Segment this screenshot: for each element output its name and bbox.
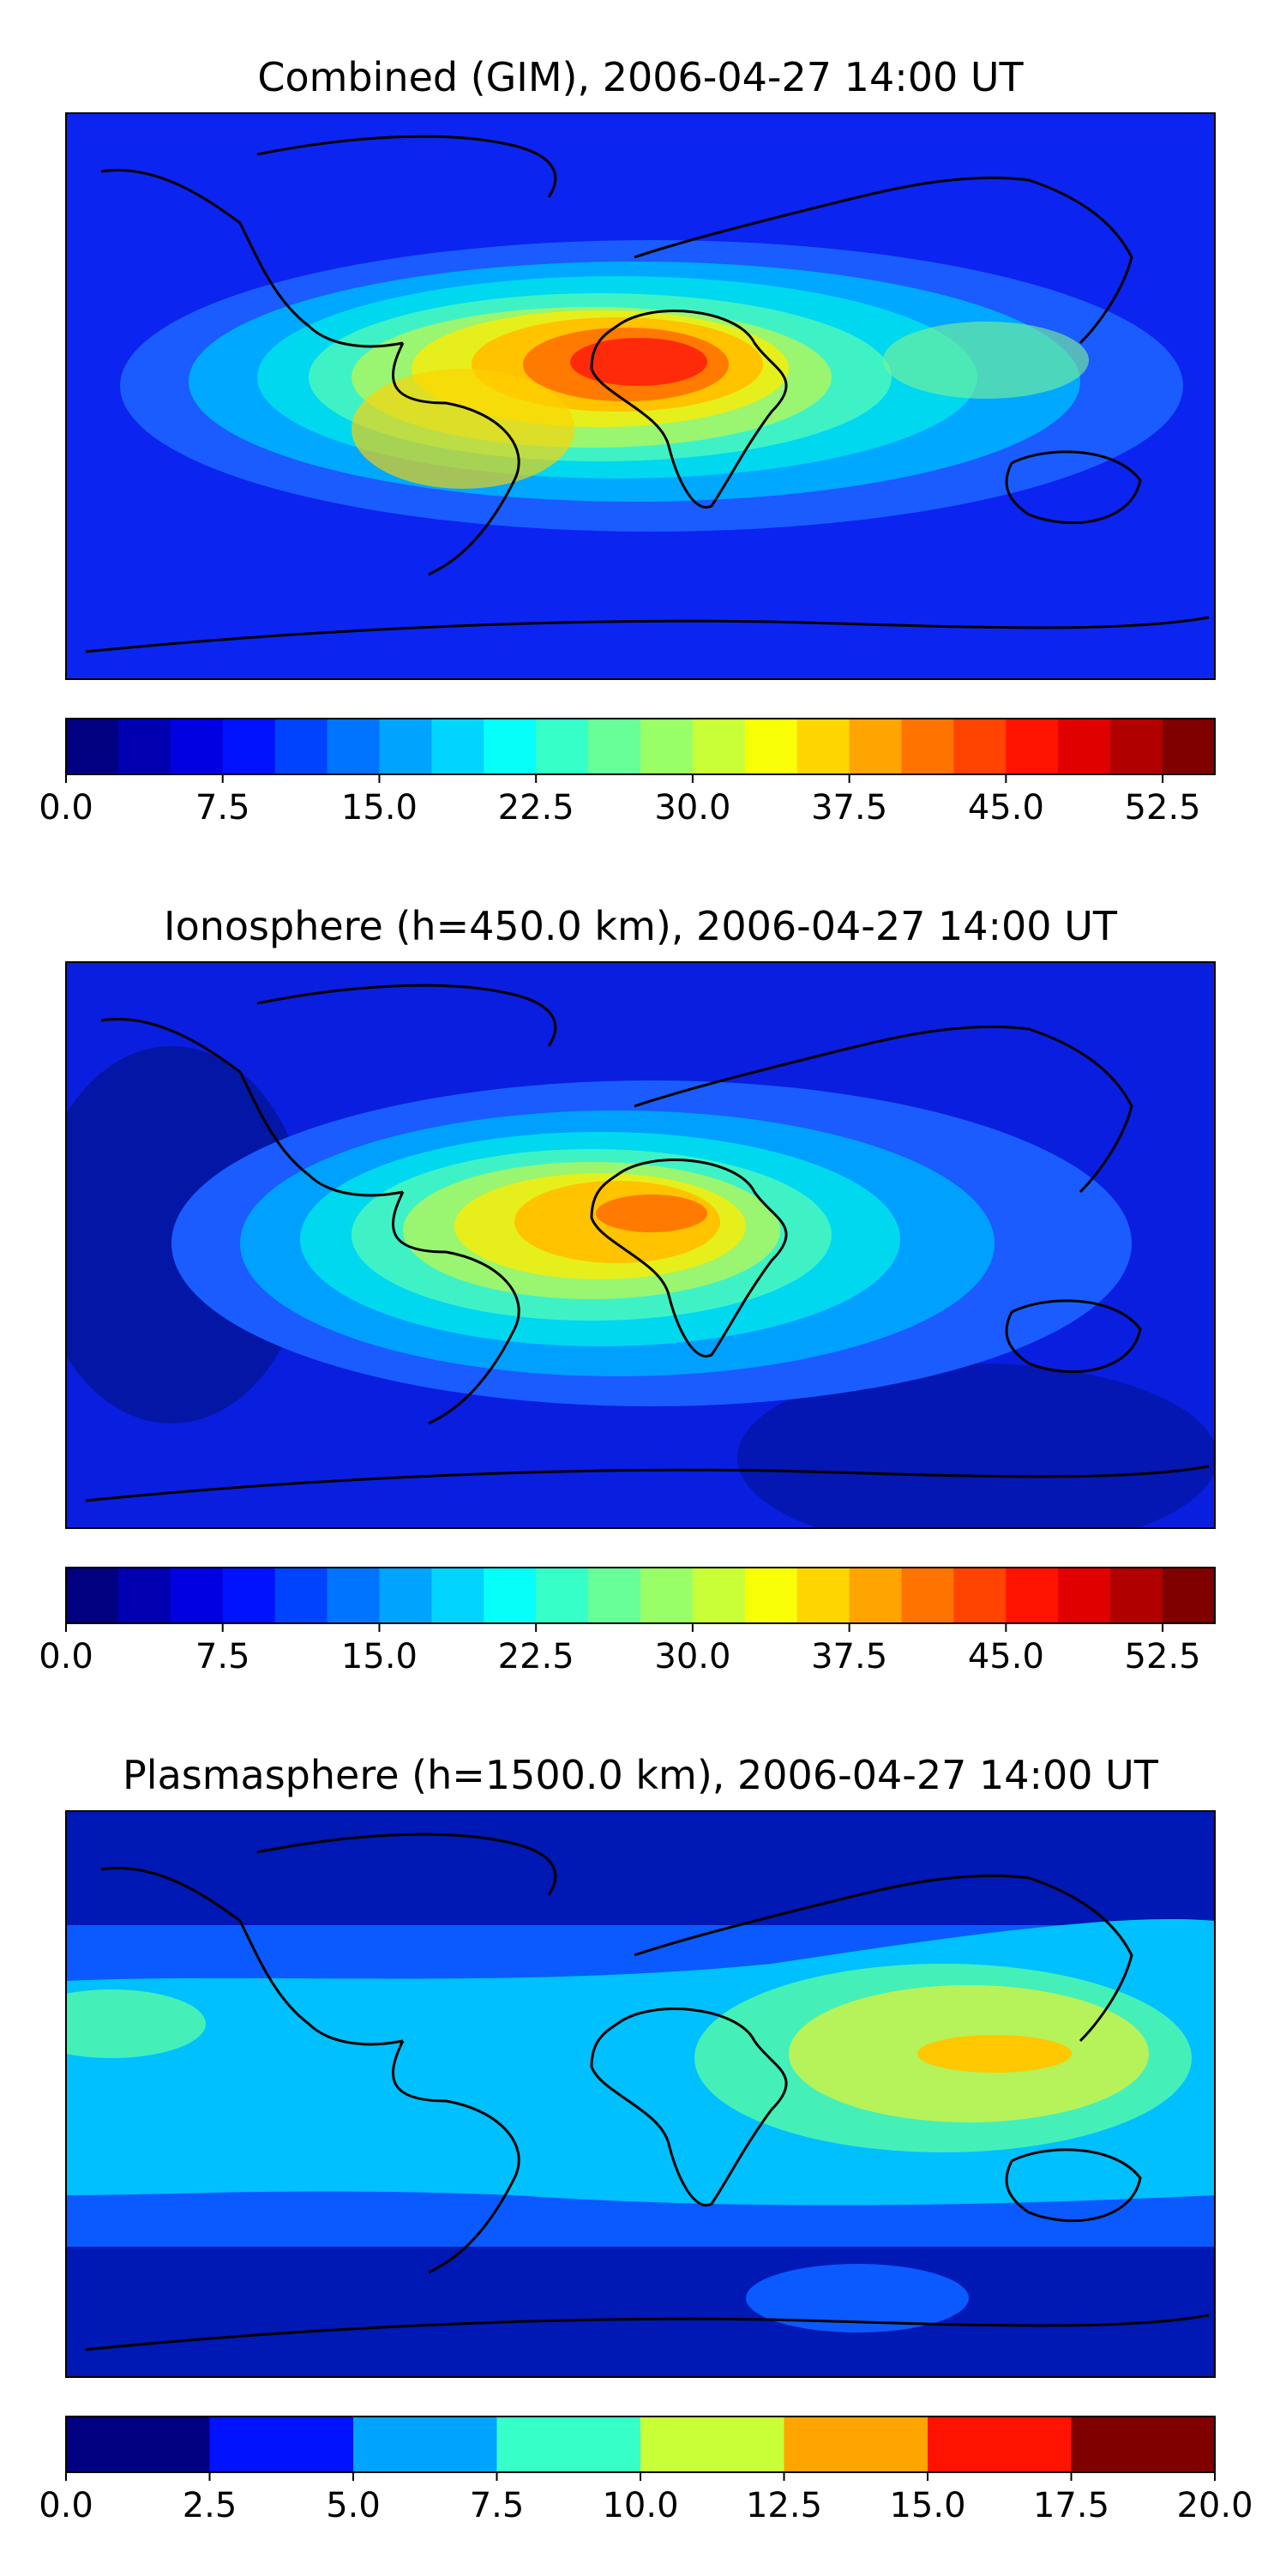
colorbar-cell xyxy=(379,719,432,774)
colorbar-tick-label: 30.0 xyxy=(654,788,730,828)
colorbar-cell xyxy=(327,719,380,774)
colorbar-cell xyxy=(536,719,589,774)
colorbar-plasmasphere: 0.0 2.5 5.0 7.5 10.0 12.5 15.0 17.5 20.0 xyxy=(39,2416,1253,2525)
map-frame xyxy=(65,961,1216,1529)
colorbar-cell xyxy=(692,719,746,774)
map-plasmasphere xyxy=(65,1810,1216,2378)
panel-ionosphere: Ionosphere (h=450.0 km), 2006-04-27 14:0… xyxy=(39,903,1216,1676)
colorbar-cell xyxy=(222,1568,276,1623)
colorbar-cell xyxy=(953,1568,1007,1623)
colorbar-cell xyxy=(953,719,1007,774)
colorbar-tick-label: 0.0 xyxy=(39,2486,93,2525)
map-combined xyxy=(65,112,1216,680)
colorbar-tick-label: 10.0 xyxy=(602,2486,678,2525)
colorbar-tick-label: 0.0 xyxy=(39,788,93,828)
colorbar-cell xyxy=(274,719,328,774)
panel-title-ionosphere: Ionosphere (h=450.0 km), 2006-04-27 14:0… xyxy=(164,903,1118,949)
coastlines xyxy=(85,135,1210,653)
colorbar-cell xyxy=(640,2417,784,2472)
colorbar-cell xyxy=(901,719,954,774)
colorbar-cell xyxy=(640,1568,694,1623)
colorbar-cell xyxy=(692,1568,746,1623)
panel-title-combined: Combined (GIM), 2006-04-27 14:00 UT xyxy=(257,54,1024,100)
panel-plasmasphere: Plasmasphere (h=1500.0 km), 2006-04-27 1… xyxy=(39,1752,1253,2525)
colorbar-cell xyxy=(1110,1568,1163,1623)
colorbar-cell xyxy=(536,1568,589,1623)
colorbar-cell xyxy=(1058,719,1111,774)
colorbar-tick-label: 15.0 xyxy=(889,2486,965,2525)
colorbar-tick-label: 12.5 xyxy=(746,2486,822,2525)
map-frame xyxy=(65,112,1216,680)
colorbar-tick-label: 52.5 xyxy=(1125,788,1201,828)
colorbar-cell xyxy=(1058,1568,1111,1623)
coastlines xyxy=(85,1833,1210,2351)
colorbar-cell xyxy=(117,1568,171,1623)
colorbar-cell xyxy=(1006,1568,1059,1623)
colorbar-cell xyxy=(170,1568,224,1623)
tec-contours-combined xyxy=(120,240,1183,532)
map-ionosphere xyxy=(65,961,1216,1529)
colorbar-cell xyxy=(327,1568,380,1623)
colorbar-cell xyxy=(274,1568,328,1623)
colorbar-cell xyxy=(353,2417,497,2472)
colorbar-tick-label: 30.0 xyxy=(654,1637,730,1676)
colorbar-cell xyxy=(1163,719,1216,774)
colorbar-tick-label: 37.5 xyxy=(811,1637,887,1676)
colorbar-cell xyxy=(849,1568,903,1623)
colorbar-cell xyxy=(222,719,276,774)
panel-combined: Combined (GIM), 2006-04-27 14:00 UT xyxy=(39,54,1216,828)
colorbar-tick-label: 7.5 xyxy=(470,2486,525,2525)
colorbar-tick-label: 7.5 xyxy=(195,788,250,828)
colorbar-cell xyxy=(66,1568,119,1623)
colorbar-cell xyxy=(66,719,119,774)
colorbar-tick-label: 45.0 xyxy=(968,788,1044,828)
colorbar-tick-label: 5.0 xyxy=(326,2486,381,2525)
colorbar-cell xyxy=(1006,719,1059,774)
colorbar-cell xyxy=(496,2417,641,2472)
panel-title-plasmasphere: Plasmasphere (h=1500.0 km), 2006-04-27 1… xyxy=(123,1752,1159,1798)
colorbar-cell xyxy=(209,2417,354,2472)
colorbar-cell xyxy=(928,2417,1072,2472)
coastlines xyxy=(85,984,1210,1502)
colorbar-cell xyxy=(66,2417,210,2472)
colorbar-cell xyxy=(484,1568,537,1623)
colorbar-tick-label: 15.0 xyxy=(341,788,418,828)
colorbar-cell xyxy=(431,1568,484,1623)
map-frame xyxy=(65,1810,1216,2378)
colorbar-cell xyxy=(1163,1568,1216,1623)
colorbar-tick-label: 22.5 xyxy=(498,1637,574,1676)
colorbar-cell xyxy=(849,719,903,774)
colorbar-cell xyxy=(796,1568,850,1623)
colorbar-cell xyxy=(588,1568,641,1623)
colorbar-tick-label: 7.5 xyxy=(195,1637,250,1676)
colorbar-cell xyxy=(640,719,694,774)
colorbar-cell xyxy=(484,719,537,774)
colorbar-cell xyxy=(117,719,171,774)
colorbar-tick-label: 37.5 xyxy=(811,788,887,828)
colorbar-tick-label: 15.0 xyxy=(341,1637,418,1676)
colorbar-tick-label: 20.0 xyxy=(1176,2486,1253,2525)
tec-contours-plasmasphere xyxy=(66,1919,1215,2332)
colorbar-cell xyxy=(744,719,798,774)
colorbar-cell xyxy=(784,2417,928,2472)
colorbar-cell xyxy=(744,1568,798,1623)
colorbar-tick-label: 17.5 xyxy=(1033,2486,1109,2525)
colorbar-cell xyxy=(1110,719,1163,774)
colorbar-cell xyxy=(379,1568,432,1623)
colorbar-tick-label: 0.0 xyxy=(39,1637,93,1676)
colorbar-cell xyxy=(431,719,484,774)
colorbar-tick-label: 52.5 xyxy=(1125,1637,1201,1676)
colorbar-cell xyxy=(796,719,850,774)
colorbar-tick-label: 45.0 xyxy=(968,1637,1044,1676)
colorbar-cell xyxy=(901,1568,954,1623)
colorbar-tick-label: 22.5 xyxy=(498,788,574,828)
colorbar-tick-label: 2.5 xyxy=(183,2486,237,2525)
colorbar-cell xyxy=(588,719,641,774)
colorbar-cell xyxy=(1071,2417,1216,2472)
colorbar-cell xyxy=(170,719,224,774)
colorbar-combined: 0.0 7.5 15.0 22.5 30.0 37.5 45.0 52.5 xyxy=(39,718,1216,828)
colorbar-ionosphere: 0.0 7.5 15.0 22.5 30.0 37.5 45.0 52.5 xyxy=(39,1567,1216,1676)
